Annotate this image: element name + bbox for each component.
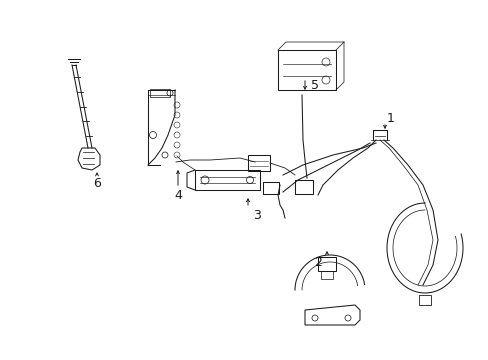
Text: 2: 2 bbox=[313, 256, 321, 270]
Text: 6: 6 bbox=[93, 176, 101, 189]
Bar bbox=[150, 89, 170, 97]
Bar bbox=[320, 271, 332, 279]
Text: 1: 1 bbox=[386, 112, 394, 125]
Bar bbox=[195, 170, 260, 190]
Bar bbox=[263, 182, 279, 194]
Bar bbox=[418, 295, 430, 305]
Bar bbox=[294, 180, 312, 194]
Text: 3: 3 bbox=[253, 208, 261, 221]
Text: 4: 4 bbox=[174, 189, 182, 202]
Text: 5: 5 bbox=[310, 78, 318, 91]
Bar bbox=[247, 155, 269, 171]
Bar bbox=[317, 257, 335, 271]
Bar bbox=[278, 50, 335, 90]
